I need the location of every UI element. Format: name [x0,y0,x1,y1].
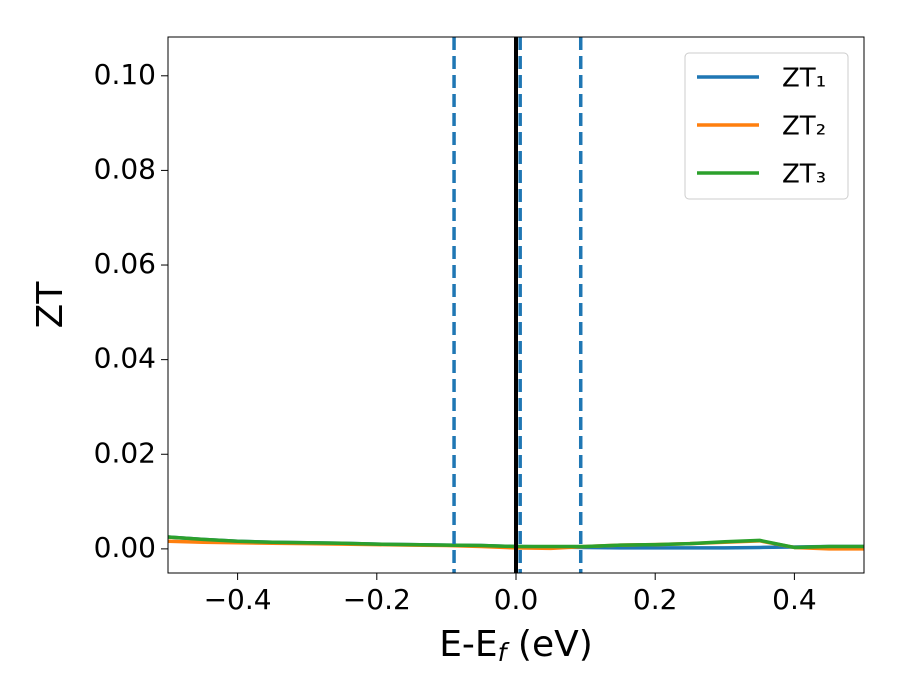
x-axis-label: E-Ef (eV) [439,624,593,667]
plot-area [168,37,864,573]
y-tick-label: 0.06 [94,247,156,280]
x-tick-label: −0.4 [204,583,272,616]
legend-label: ZT₂ [782,112,826,142]
x-tick-label: 0.4 [772,583,817,616]
y-tick-label: 0.04 [94,342,156,375]
x-label-after: (eV) [506,624,592,665]
x-tick-label: −0.2 [343,583,411,616]
y-axis-label: ZT [30,281,71,329]
y-tick-label: 0.00 [94,531,156,564]
y-tick-label: 0.08 [94,152,156,185]
x-label-text: E-E [439,624,497,665]
plot-frame [167,36,865,574]
y-tick-label: 0.02 [94,436,156,469]
legend-box [684,52,849,200]
x-tick-label: 0.0 [494,583,539,616]
legend-label: ZT₁ [782,64,826,94]
legend-label: ZT₃ [782,160,826,190]
x-tick-label: 0.2 [633,583,678,616]
y-tick-label: 0.10 [94,58,156,91]
